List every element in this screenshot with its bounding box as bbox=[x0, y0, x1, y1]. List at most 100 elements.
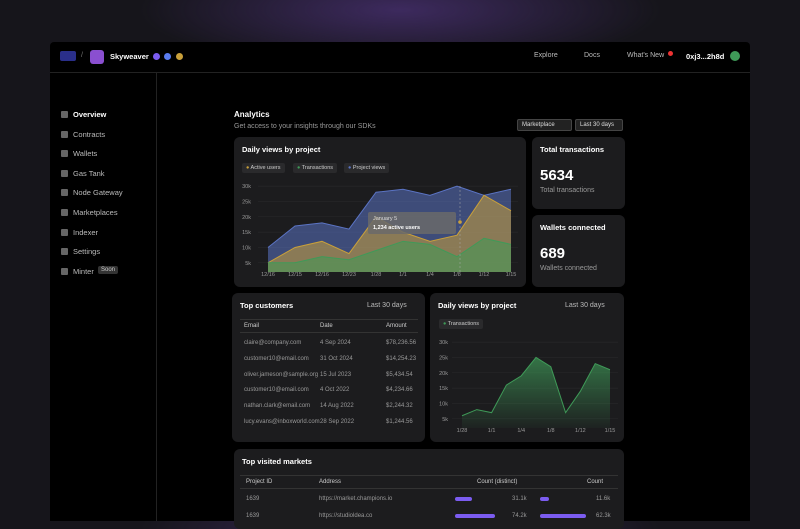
x-tick-label: 1/15 bbox=[605, 428, 616, 434]
x-tick-label: 1/12 bbox=[575, 428, 586, 434]
area bbox=[268, 238, 511, 272]
y-tick-label: 10k bbox=[242, 245, 251, 251]
count-bar bbox=[455, 497, 472, 501]
table-cell: lucy.evans@inboxworld.com bbox=[244, 419, 320, 425]
nav-item[interactable]: Wallets bbox=[73, 149, 98, 159]
filter-dropdown[interactable]: Marketplace bbox=[517, 119, 572, 131]
legend-chip[interactable]: ● Active users bbox=[242, 163, 285, 173]
table-cell: $1,244.56 bbox=[386, 419, 413, 425]
x-tick-label: 12/23 bbox=[342, 272, 356, 278]
sidebar-divider bbox=[156, 72, 157, 521]
legend-chip[interactable]: ● Transactions bbox=[439, 319, 484, 329]
topbar-divider bbox=[50, 72, 750, 73]
table-cell: customer10@email.com bbox=[244, 355, 309, 362]
table-cell: oliver.jameson@sample.org bbox=[244, 371, 319, 378]
logo[interactable] bbox=[60, 51, 76, 61]
card-title: Top customers bbox=[240, 301, 294, 310]
column-header[interactable]: Date bbox=[320, 323, 333, 329]
avatar[interactable] bbox=[730, 51, 740, 61]
x-tick-label: 1/4 bbox=[426, 272, 434, 278]
separator: / bbox=[81, 52, 83, 59]
y-tick-label: 25k bbox=[242, 199, 251, 205]
count-bar bbox=[540, 497, 549, 501]
card-title: Top visited markets bbox=[242, 457, 312, 466]
y-tick-label: 10k bbox=[439, 401, 448, 407]
series-line bbox=[268, 237, 512, 264]
card-filter[interactable]: Last 30 days bbox=[367, 302, 407, 309]
table-cell: nathan.clark@email.com bbox=[244, 403, 311, 410]
y-tick-label: 5k bbox=[442, 417, 448, 423]
stat-caption: Total transactions bbox=[540, 187, 595, 194]
column-header[interactable]: Email bbox=[244, 323, 260, 329]
nav-item[interactable]: Settings bbox=[73, 247, 101, 257]
nav-item[interactable]: Gas Tank bbox=[73, 168, 105, 178]
x-tick-label: 1/28 bbox=[457, 428, 468, 434]
value-label: 74.2k bbox=[512, 513, 527, 519]
x-tick-label: 1/15 bbox=[506, 272, 517, 278]
area bbox=[462, 357, 610, 428]
y-tick-label: 15k bbox=[242, 230, 251, 236]
nav-item[interactable]: Marketplaces bbox=[73, 208, 118, 217]
nav-link[interactable]: Explore bbox=[534, 52, 558, 59]
wallet-address[interactable]: 0xj3...2h8d bbox=[686, 52, 725, 61]
legend-chip[interactable]: ● Project views bbox=[344, 163, 390, 173]
table-cell: 31 Oct 2024 bbox=[320, 355, 353, 362]
x-tick-label: 1/8 bbox=[453, 272, 461, 278]
x-tick-label: 12/16 bbox=[315, 272, 329, 278]
nav-link[interactable]: Docs bbox=[584, 52, 600, 59]
nav-item[interactable]: Indexer bbox=[73, 227, 99, 237]
nav-item[interactable]: Contracts bbox=[73, 129, 106, 139]
count-bar bbox=[455, 514, 495, 518]
series-line bbox=[267, 185, 512, 248]
x-tick-label: 1/8 bbox=[547, 428, 555, 434]
chain-icon bbox=[153, 53, 160, 60]
stat-title: Total transactions bbox=[540, 145, 605, 154]
card-title: Daily views by project bbox=[438, 301, 517, 310]
nav-item[interactable]: Minter bbox=[73, 266, 94, 276]
nav-item[interactable]: Overview bbox=[73, 110, 107, 119]
tooltip-title: January 5 bbox=[373, 216, 397, 222]
table-cell: $78,236.56 bbox=[386, 340, 417, 346]
page-title: Analytics bbox=[234, 110, 270, 119]
table-cell: $5,434.54 bbox=[386, 371, 413, 378]
x-tick-label: 12/15 bbox=[288, 272, 302, 278]
value-label: 62.3k bbox=[596, 513, 611, 519]
nav-icon bbox=[61, 267, 68, 275]
nav-icon bbox=[61, 130, 68, 138]
table-cell[interactable]: https://studioldea.co bbox=[319, 513, 373, 519]
legend-label: Active users bbox=[250, 165, 281, 171]
table-header bbox=[240, 475, 618, 489]
nav-icon bbox=[61, 248, 68, 256]
table-cell: claire@company.com bbox=[244, 340, 302, 346]
table-card bbox=[232, 293, 425, 442]
x-tick-label: 12/16 bbox=[261, 272, 275, 278]
project-icon bbox=[90, 50, 104, 64]
project-name[interactable]: Skyweaver bbox=[110, 52, 149, 61]
series-line bbox=[461, 356, 611, 417]
table-cell: 28 Sep 2022 bbox=[320, 419, 355, 425]
x-tick-label: 1/1 bbox=[399, 272, 407, 278]
value-label: 11.6k bbox=[596, 496, 611, 502]
column-header[interactable]: Amount bbox=[386, 323, 407, 329]
table-cell: $14,254.23 bbox=[386, 355, 417, 362]
table-header bbox=[240, 319, 418, 333]
table-cell: $2,244.32 bbox=[386, 403, 413, 410]
stat-title: Wallets connected bbox=[540, 223, 606, 232]
table-cell: 4 Oct 2022 bbox=[320, 387, 350, 394]
legend-chip[interactable]: ● Transactions bbox=[293, 163, 338, 173]
card-filter[interactable]: Last 30 days bbox=[565, 302, 605, 309]
column-header[interactable]: Count bbox=[587, 479, 604, 485]
y-tick-label: 30k bbox=[439, 340, 448, 346]
table-cell: 14 Aug 2022 bbox=[320, 403, 354, 410]
column-header[interactable]: Project ID bbox=[246, 479, 273, 485]
filter-dropdown[interactable]: Last 30 days bbox=[575, 119, 623, 131]
y-tick-label: 5k bbox=[245, 261, 251, 267]
column-header[interactable]: Count (distinct) bbox=[477, 479, 518, 485]
y-tick-label: 20k bbox=[439, 371, 448, 377]
nav-link[interactable]: What's New bbox=[627, 52, 665, 59]
table-cell: customer10@email.com bbox=[244, 387, 309, 394]
table-cell[interactable]: https://market.champions.io bbox=[319, 496, 393, 502]
column-header[interactable]: Address bbox=[319, 479, 342, 485]
nav-item[interactable]: Node Gateway bbox=[73, 188, 123, 198]
